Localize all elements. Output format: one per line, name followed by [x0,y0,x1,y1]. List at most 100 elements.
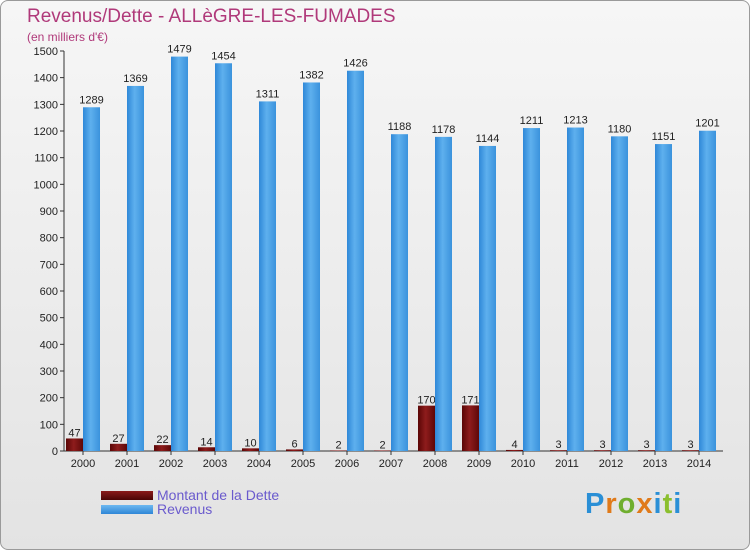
x-tick-label: 2010 [511,458,535,470]
proxiti-logo: Proxiti [585,488,682,521]
bar-revenus [303,82,320,451]
legend-item-revenus: Revenus [101,501,212,517]
x-tick-label: 2007 [379,458,403,470]
x-tick-label: 2012 [599,458,623,470]
bar-revenus [259,101,276,452]
y-tick-label: 1000 [34,179,58,191]
bar-dette [506,449,523,451]
data-label-revenus: 1188 [388,121,412,133]
y-tick-label: 0 [52,446,58,458]
chart-subtitle: (en milliers d'€) [27,30,108,44]
x-tick-label: 2002 [159,458,183,470]
bar-revenus [347,70,364,451]
logo-letter: i [673,488,683,520]
bar-dette [682,450,699,451]
bar-revenus [567,127,584,452]
x-tick-label: 2005 [291,458,315,470]
bar-dette [638,450,655,451]
data-label-dette: 3 [687,439,693,451]
data-label-revenus: 1369 [123,73,147,85]
legend-swatch-dette [101,490,153,500]
y-tick-label: 1400 [34,73,58,85]
data-label-dette: 3 [643,439,649,451]
y-tick-label: 300 [40,366,58,378]
data-label-dette: 27 [112,433,124,445]
data-label-revenus: 1144 [476,133,500,145]
data-label-revenus: 1178 [432,124,456,136]
bar-revenus [435,136,452,451]
x-tick-label: 2003 [203,458,227,470]
data-label-dette: 2 [335,439,341,451]
data-label-revenus: 1382 [299,69,323,81]
data-label-revenus: 1426 [343,58,367,70]
bar-dette [330,450,347,451]
data-label-dette: 47 [68,427,80,439]
y-tick-label: 1300 [34,99,58,111]
bar-dette [286,449,303,451]
y-tick-label: 200 [40,393,58,405]
y-tick-label: 600 [40,286,58,298]
x-tick-label: 2006 [335,458,359,470]
bar-revenus [699,130,716,451]
bar-dette [462,405,479,451]
y-tick-label: 500 [40,313,58,325]
x-tick-label: 2013 [643,458,667,470]
bar-revenus [215,63,232,452]
x-tick-label: 2011 [555,458,579,470]
x-tick-label: 2000 [71,458,95,470]
bar-dette [374,450,391,451]
bar-dette [594,450,611,451]
x-tick-label: 2001 [115,458,139,470]
chart-title: Revenus/Dette - ALLèGRE-LES-FUMADES [27,6,396,27]
x-tick-label: 2014 [687,458,711,470]
bar-revenus [171,56,188,451]
bar-revenus [479,145,496,451]
logo-letter: x [636,488,654,520]
legend-swatch-revenus [101,504,153,514]
logo-letter: o [617,488,637,520]
logo-letter: r [605,488,618,520]
data-label-dette: 14 [200,436,212,448]
bar-dette [198,447,215,451]
x-tick-label: 2004 [247,458,271,470]
legend-item-dette: Montant de la Dette [101,487,280,503]
y-tick-label: 900 [40,206,58,218]
data-label-revenus: 1201 [695,118,719,130]
data-label-revenus: 1151 [652,131,676,143]
bar-revenus [127,85,144,451]
bar-revenus [611,136,628,452]
y-tick-label: 700 [40,259,58,271]
data-label-revenus: 1180 [608,123,632,135]
bar-dette [418,405,435,451]
data-label-revenus: 1289 [79,94,103,106]
bar-dette [242,448,259,451]
data-label-revenus: 1211 [520,115,544,127]
bar-revenus [523,128,540,452]
y-tick-label: 100 [40,419,58,431]
bar-revenus [83,107,100,452]
bar-dette [66,438,83,451]
logo-letter: t [662,488,674,520]
bar-dette [154,445,171,451]
logo-letter: i [653,488,663,520]
data-label-dette: 171 [461,394,479,406]
data-label-dette: 3 [555,439,561,451]
data-label-dette: 170 [417,395,435,407]
data-label-dette: 2 [379,439,385,451]
data-label-dette: 22 [156,434,168,446]
y-tick-label: 800 [40,233,58,245]
x-tick-label: 2009 [467,458,491,470]
legend-label-dette: Montant de la Dette [157,487,280,503]
data-label-revenus: 1213 [563,115,587,127]
data-label-dette: 10 [244,437,256,449]
bar-dette [550,450,567,451]
bar-dette [110,443,127,451]
data-label-revenus: 1311 [256,88,280,100]
y-tick-label: 400 [40,339,58,351]
x-tick-label: 2008 [423,458,447,470]
data-label-dette: 4 [511,439,517,451]
data-label-dette: 6 [291,438,297,450]
y-tick-label: 1500 [34,46,58,58]
